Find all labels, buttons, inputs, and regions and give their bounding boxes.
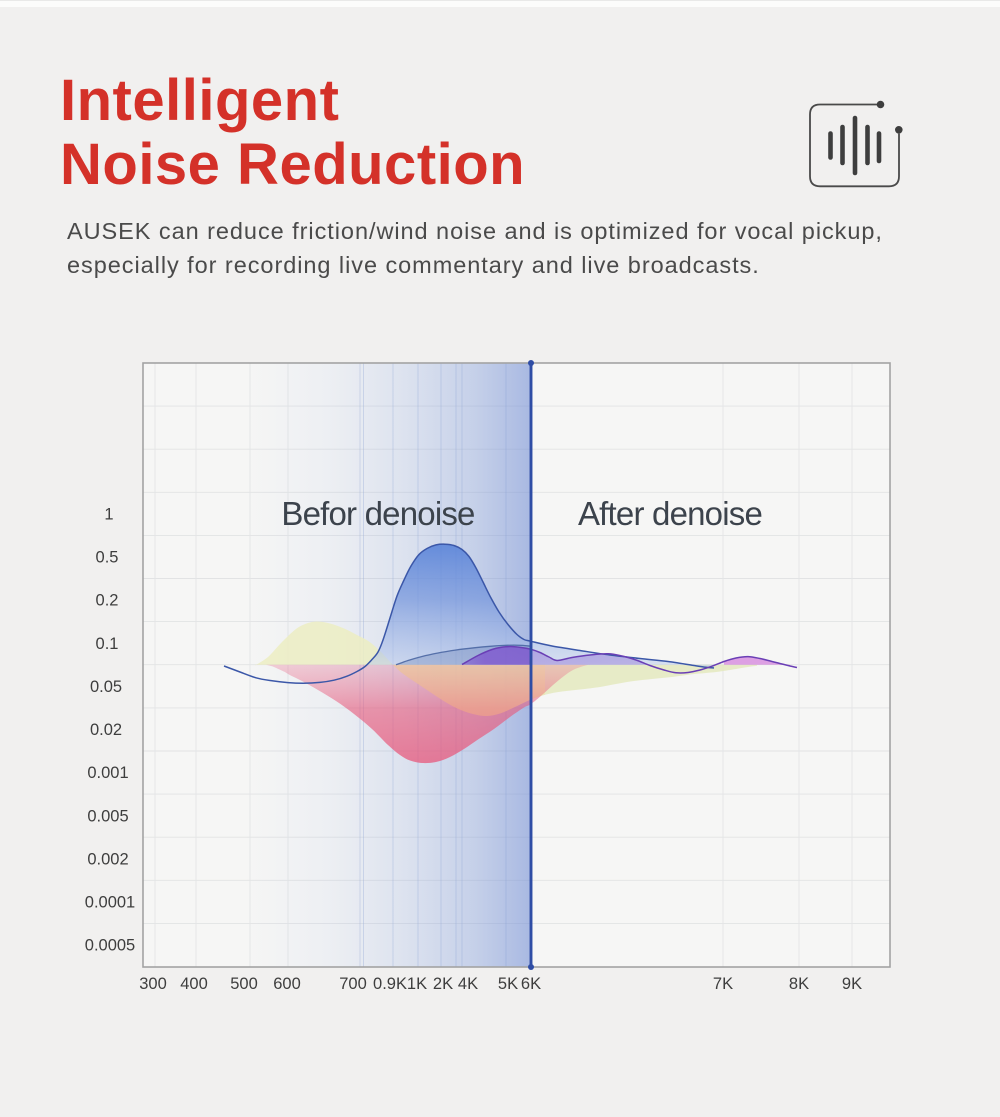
svg-text:After denoise: After denoise bbox=[578, 495, 762, 532]
svg-text:0.1: 0.1 bbox=[96, 635, 119, 653]
svg-text:9K: 9K bbox=[842, 975, 862, 993]
svg-text:Befor denoise: Befor denoise bbox=[281, 495, 474, 532]
svg-text:1: 1 bbox=[104, 506, 113, 524]
svg-text:0.2: 0.2 bbox=[96, 592, 119, 610]
svg-text:700: 700 bbox=[339, 975, 367, 993]
svg-text:4K: 4K bbox=[458, 975, 478, 993]
svg-text:600: 600 bbox=[273, 975, 301, 993]
svg-text:0.002: 0.002 bbox=[87, 850, 128, 868]
svg-text:400: 400 bbox=[180, 975, 208, 993]
svg-text:6K: 6K bbox=[521, 975, 541, 993]
svg-text:0.5: 0.5 bbox=[96, 549, 119, 567]
svg-text:7K: 7K bbox=[713, 975, 733, 993]
svg-text:1K: 1K bbox=[407, 975, 427, 993]
svg-text:0.0001: 0.0001 bbox=[85, 894, 135, 912]
svg-text:0.02: 0.02 bbox=[90, 721, 122, 739]
svg-text:2K: 2K bbox=[433, 975, 453, 993]
svg-text:300: 300 bbox=[139, 975, 167, 993]
svg-text:0.05: 0.05 bbox=[90, 678, 122, 696]
svg-text:8K: 8K bbox=[789, 975, 809, 993]
svg-text:0.001: 0.001 bbox=[87, 764, 128, 782]
svg-text:500: 500 bbox=[230, 975, 258, 993]
svg-text:0.005: 0.005 bbox=[87, 807, 128, 825]
svg-text:0.9K: 0.9K bbox=[373, 975, 407, 993]
svg-text:0.0005: 0.0005 bbox=[85, 937, 135, 955]
svg-text:5K: 5K bbox=[498, 975, 518, 993]
